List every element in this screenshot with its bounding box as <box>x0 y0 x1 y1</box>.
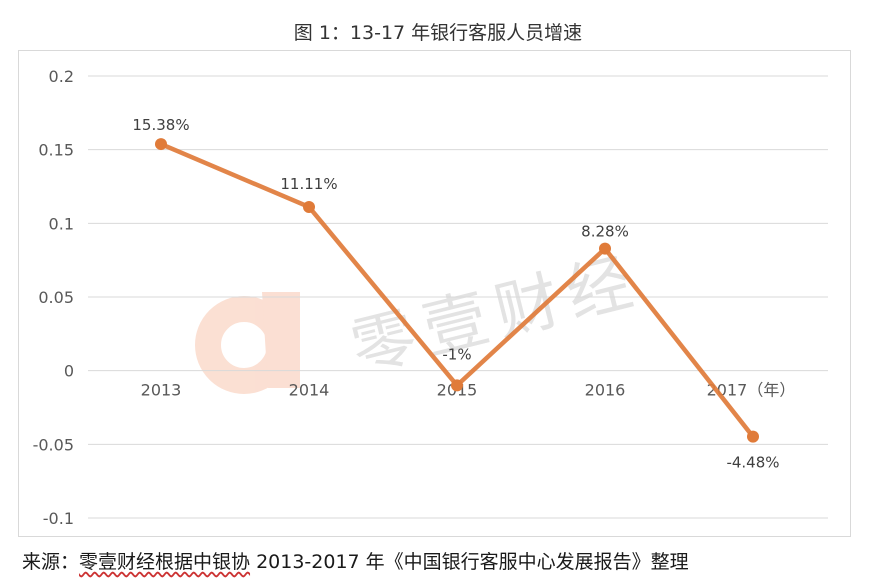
data-point <box>155 138 167 151</box>
logo-stem <box>262 292 300 388</box>
data-label: 8.28% <box>581 223 629 241</box>
watermark-text: 零壹财经 <box>344 244 649 387</box>
y-tick-label: 0.1 <box>49 214 74 233</box>
data-label: -1% <box>442 345 471 363</box>
y-tick-label: 0.2 <box>49 67 74 86</box>
y-tick-label: 0.15 <box>38 141 74 160</box>
data-label: -4.48% <box>726 454 779 472</box>
x-tick-label: 2017（年） <box>707 381 796 400</box>
logo-ring <box>195 296 293 394</box>
data-point <box>599 242 611 255</box>
y-tick-label: -0.1 <box>43 509 74 528</box>
data-point <box>303 200 315 213</box>
y-tick-label: 0 <box>64 362 74 381</box>
data-label: 11.11% <box>280 175 337 193</box>
data-point <box>451 379 463 392</box>
x-tick-label: 2014 <box>289 381 330 400</box>
y-tick-label: 0.05 <box>38 288 74 307</box>
source-highlight: 零壹财经根据中银协 <box>79 551 251 573</box>
source-rest: 2013-2017 年《中国银行客服中心发展报告》整理 <box>250 551 689 573</box>
data-point <box>747 430 759 443</box>
y-tick-label: -0.05 <box>33 435 74 454</box>
source-note: 来源：零壹财经根据中银协 2013-2017 年《中国银行客服中心发展报告》整理 <box>22 547 689 574</box>
watermark: 零壹财经 <box>195 244 649 394</box>
chart-title: 图 1：13-17 年银行客服人员增速 <box>293 22 583 44</box>
lingyi-logo-icon <box>195 292 300 394</box>
x-tick-label: 2016 <box>585 381 626 400</box>
plot-frame <box>18 50 851 537</box>
data-label: 15.38% <box>132 116 189 134</box>
x-tick-label: 2013 <box>141 381 182 400</box>
source-prefix: 来源： <box>22 551 80 573</box>
